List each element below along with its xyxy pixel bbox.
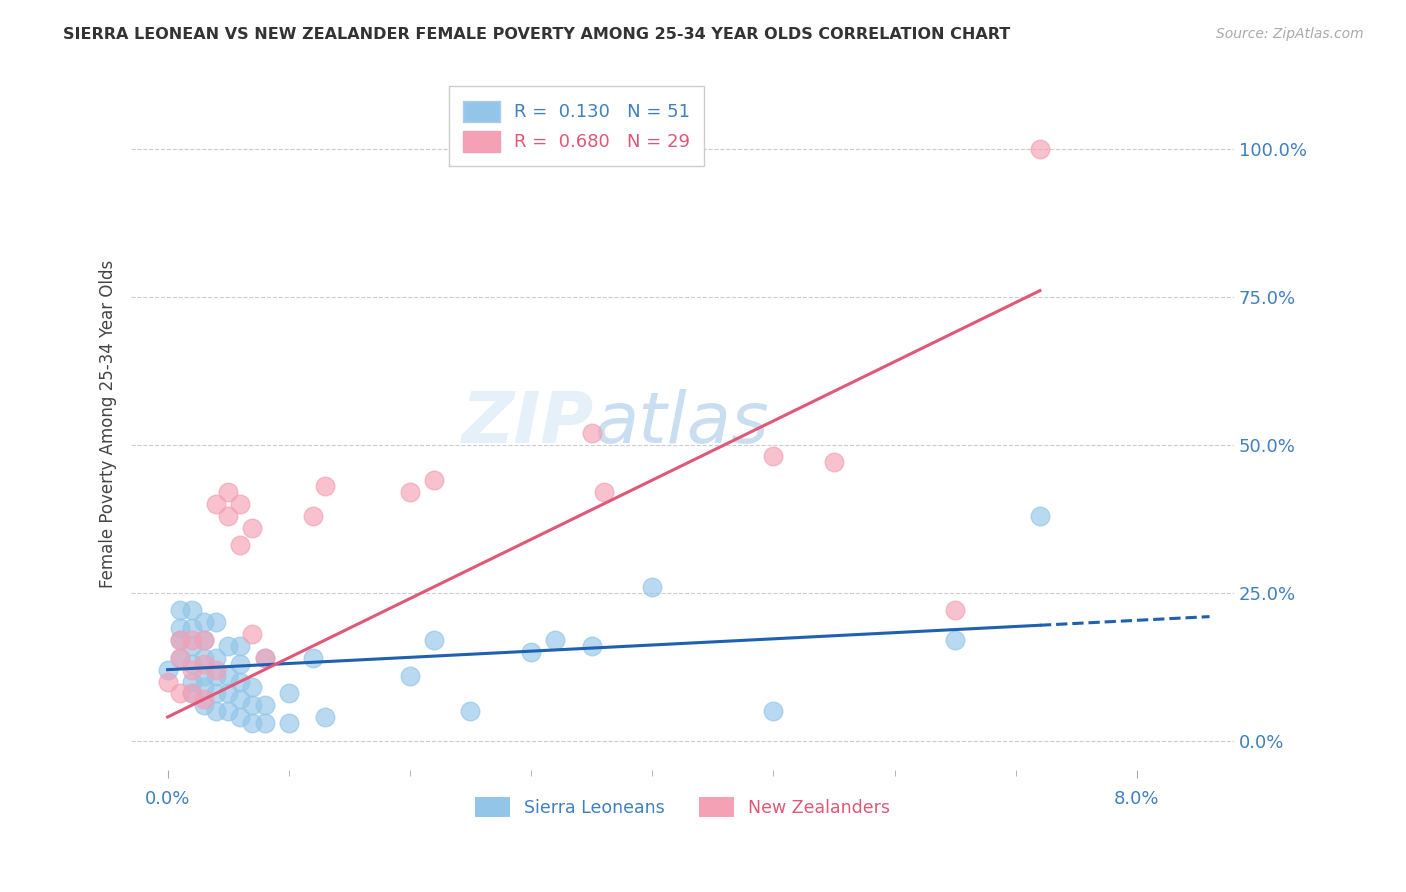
- Point: [193, 681, 215, 695]
- Point: [169, 650, 191, 665]
- Point: [193, 633, 215, 648]
- Point: [229, 692, 252, 706]
- Point: [217, 686, 239, 700]
- Point: [762, 704, 785, 718]
- Point: [217, 508, 239, 523]
- Point: [180, 674, 202, 689]
- Point: [205, 650, 228, 665]
- Point: [217, 668, 239, 682]
- Point: [943, 633, 966, 648]
- Point: [229, 657, 252, 671]
- Point: [193, 633, 215, 648]
- Point: [242, 627, 264, 641]
- Point: [180, 603, 202, 617]
- Point: [460, 704, 482, 718]
- Point: [242, 716, 264, 731]
- Point: [229, 497, 252, 511]
- Point: [229, 538, 252, 552]
- Point: [193, 692, 215, 706]
- Point: [205, 668, 228, 682]
- Point: [180, 621, 202, 635]
- Point: [180, 663, 202, 677]
- Point: [169, 633, 191, 648]
- Point: [205, 686, 228, 700]
- Point: [169, 650, 191, 665]
- Y-axis label: Female Poverty Among 25-34 Year Olds: Female Poverty Among 25-34 Year Olds: [100, 260, 117, 588]
- Text: ZIP: ZIP: [463, 390, 595, 458]
- Point: [217, 485, 239, 500]
- Point: [169, 686, 191, 700]
- Point: [229, 674, 252, 689]
- Point: [762, 450, 785, 464]
- Point: [253, 650, 276, 665]
- Point: [193, 657, 215, 671]
- Point: [253, 698, 276, 713]
- Point: [217, 639, 239, 653]
- Point: [277, 686, 299, 700]
- Point: [823, 455, 845, 469]
- Point: [193, 615, 215, 630]
- Point: [314, 710, 336, 724]
- Point: [180, 633, 202, 648]
- Point: [156, 674, 179, 689]
- Point: [423, 473, 446, 487]
- Point: [169, 621, 191, 635]
- Point: [1029, 141, 1052, 155]
- Point: [399, 485, 422, 500]
- Point: [180, 686, 202, 700]
- Text: SIERRA LEONEAN VS NEW ZEALANDER FEMALE POVERTY AMONG 25-34 YEAR OLDS CORRELATION: SIERRA LEONEAN VS NEW ZEALANDER FEMALE P…: [63, 27, 1011, 42]
- Point: [156, 663, 179, 677]
- Point: [229, 639, 252, 653]
- Point: [253, 650, 276, 665]
- Point: [423, 633, 446, 648]
- Point: [314, 479, 336, 493]
- Point: [180, 686, 202, 700]
- Point: [217, 704, 239, 718]
- Point: [581, 639, 603, 653]
- Point: [581, 425, 603, 440]
- Point: [180, 657, 202, 671]
- Point: [641, 580, 664, 594]
- Text: Source: ZipAtlas.com: Source: ZipAtlas.com: [1216, 27, 1364, 41]
- Point: [205, 615, 228, 630]
- Point: [193, 668, 215, 682]
- Point: [592, 485, 614, 500]
- Point: [253, 716, 276, 731]
- Point: [544, 633, 567, 648]
- Point: [205, 704, 228, 718]
- Point: [205, 497, 228, 511]
- Point: [943, 603, 966, 617]
- Point: [302, 508, 325, 523]
- Point: [242, 698, 264, 713]
- Point: [302, 650, 325, 665]
- Point: [242, 681, 264, 695]
- Point: [1029, 508, 1052, 523]
- Point: [193, 698, 215, 713]
- Point: [520, 645, 543, 659]
- Point: [242, 520, 264, 534]
- Legend: Sierra Leoneans, New Zealanders: Sierra Leoneans, New Zealanders: [468, 790, 897, 824]
- Point: [193, 650, 215, 665]
- Point: [399, 668, 422, 682]
- Point: [180, 639, 202, 653]
- Point: [277, 716, 299, 731]
- Point: [169, 633, 191, 648]
- Point: [205, 663, 228, 677]
- Point: [169, 603, 191, 617]
- Text: atlas: atlas: [595, 390, 769, 458]
- Point: [229, 710, 252, 724]
